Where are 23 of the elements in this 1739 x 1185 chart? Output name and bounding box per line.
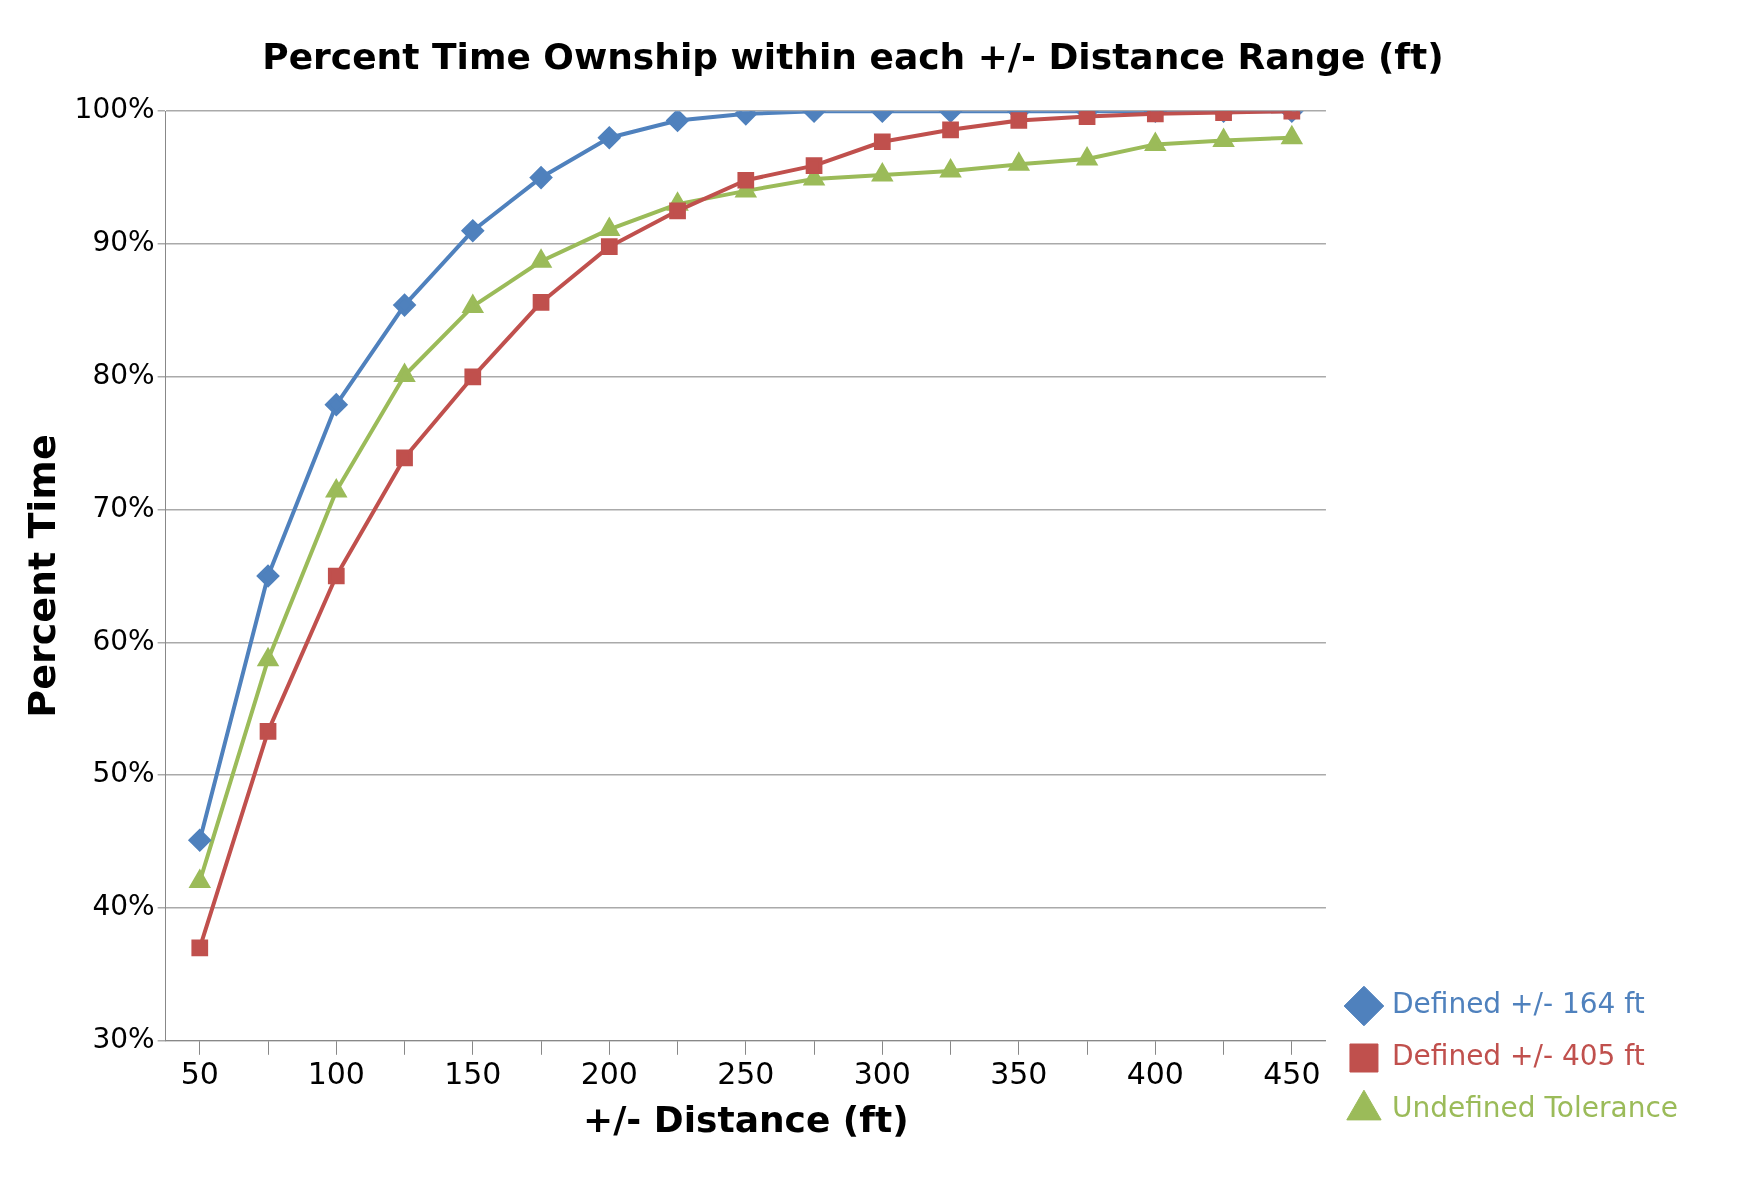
x-tick-label: 400: [1126, 1055, 1184, 1091]
x-axis-title: +/- Distance (ft): [582, 1098, 909, 1140]
x-tick-label: 300: [853, 1055, 911, 1091]
legend-label: Undefined Tolerance: [1391, 1091, 1678, 1125]
x-tick-label: 250: [717, 1055, 775, 1091]
legend-label: Defined +/- 164 ft: [1391, 987, 1645, 1021]
x-tick-label: 150: [444, 1055, 502, 1091]
y-tick-label: 80%: [92, 358, 155, 392]
y-tick-label: 100%: [74, 92, 155, 126]
y-tick-label: 50%: [92, 756, 155, 790]
y-tick-label: 70%: [92, 490, 155, 524]
y-tick-label: 90%: [92, 225, 155, 259]
x-tick-label: 350: [990, 1055, 1048, 1091]
y-axis-title: Percent Time: [19, 434, 64, 718]
legend-label: Defined +/- 405 ft: [1391, 1039, 1645, 1073]
x-tick-label: 100: [307, 1055, 365, 1091]
x-tick-label: 50: [180, 1055, 219, 1091]
y-tick-label: 60%: [92, 623, 155, 657]
y-tick-label: 40%: [92, 889, 155, 923]
x-tick-label: 450: [1263, 1055, 1321, 1091]
x-tick-label: 200: [580, 1055, 638, 1091]
chart-title: Percent Time Ownship within each +/- Distance Range (ft): [262, 35, 1444, 77]
y-tick-label: 30%: [92, 1022, 155, 1056]
